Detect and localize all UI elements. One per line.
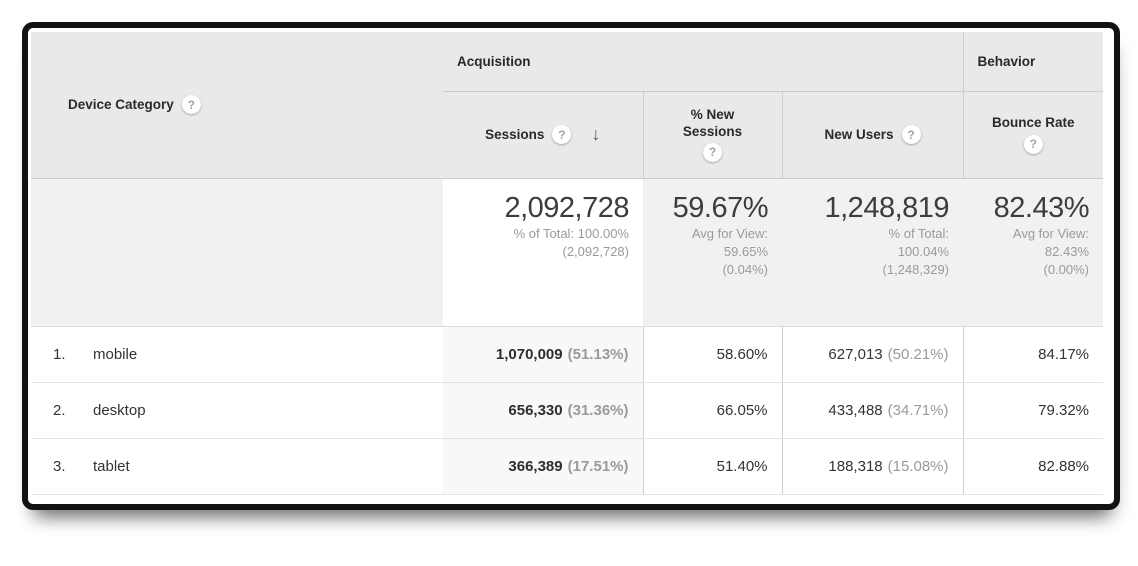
summary-new-sessions-cell: 59.67% Avg for View: 59.65% (0.04%) [643,178,782,327]
analytics-device-table: Device Category ? Acquisition Behavior S… [31,32,1104,495]
table-row-desktop: 2. desktop 656,330 (31.36%) 66.05% 433,488… [31,382,1104,439]
summary-new-users-subtext: % of Total: 100.04% (1,248,329) [882,225,950,277]
summary-new-users-value: 1,248,819 [824,191,950,224]
new-users-column-header[interactable]: New Users ? [781,91,964,179]
device-name-cell: 2. desktop [31,382,443,439]
device-name: tablet [93,457,130,475]
device-category-label: Device Category [68,97,174,113]
acquisition-group-header: Acquisition [443,32,964,92]
summary-new-users-cell: 1,248,819 % of Total: 100.04% (1,248,329… [782,178,964,327]
summary-bounce-rate-subtext: Avg for View: 82.43% (0.00%) [1012,225,1090,277]
new-users-help-icon[interactable]: ? [901,125,921,144]
sort-descending-icon: ↓ [591,124,601,144]
new-sessions-cell: 58.60% [642,326,782,383]
bounce-rate-column-header[interactable]: Bounce Rate ? [962,91,1104,179]
sessions-cell: 366,389 (17.51%) [443,438,643,495]
new-sessions-cell: 51.40% [642,438,782,495]
device-name-cell: 1. mobile [31,326,443,383]
bounce-rate-cell: 79.32% [962,382,1104,439]
percent-new-sessions-label-line1: % New [690,106,735,122]
behavior-label: Behavior [977,53,1036,69]
sessions-column-header[interactable]: Sessions ? ↓ [443,91,643,179]
summary-device-cell [31,178,443,327]
behavior-group-header: Behavior [962,32,1104,92]
bounce-rate-help-icon[interactable]: ? [1023,134,1043,154]
percent-new-sessions-column-header[interactable]: % New Sessions ? [642,91,782,179]
new-users-cell: 433,488 (34.71%) [781,382,964,439]
summary-bounce-rate-cell: 82.43% Avg for View: 82.43% (0.00%) [963,178,1104,327]
summary-bounce-rate-value: 82.43% [993,191,1090,224]
screenshot-frame: Device Category ? Acquisition Behavior S… [22,22,1120,510]
device-category-help-icon[interactable]: ? [181,95,201,115]
percent-new-sessions-help-icon[interactable]: ? [703,143,722,163]
row-index: 2. [53,401,66,419]
metric-header-row: Sessions ? ↓ % New Sessions ? [31,91,1104,179]
sessions-cell: 656,330 (31.36%) [443,382,643,439]
bounce-rate-cell: 84.17% [962,326,1104,383]
summary-new-sessions-value: 59.67% [672,191,769,224]
table-row-mobile: 1. mobile 1,070,009 (51.13%) 58.60% 627,01… [31,326,1104,383]
sessions-cell: 1,070,009 (51.13%) [443,326,643,383]
new-users-cell: 188,318 (15.08%) [781,438,964,495]
row-index: 3. [53,457,66,475]
summary-row: 2,092,728 % of Total: 100.00% (2,092,728… [31,178,1104,327]
device-name: mobile [93,345,138,363]
bounce-rate-cell: 82.88% [962,438,1104,495]
sessions-help-icon[interactable]: ? [552,125,572,144]
percent-new-sessions-label-line2: Sessions [682,123,743,139]
row-index: 1. [53,345,66,363]
sessions-label: Sessions [485,127,545,142]
summary-sessions-value: 2,092,728 [504,191,629,224]
new-users-label: New Users [824,127,894,142]
table-row-tablet: 3. tablet 366,389 (17.51%) 51.40% 188,318(… [31,438,1104,495]
summary-sessions-subtext: % of Total: 100.00% (2,092,728) [513,225,629,259]
summary-new-sessions-subtext: Avg for View: 59.65% (0.04%) [691,225,768,277]
new-sessions-cell: 66.05% [642,382,782,439]
summary-sessions-cell: 2,092,728 % of Total: 100.00% (2,092,728… [443,178,643,327]
device-name: desktop [93,401,146,419]
device-category-column-header[interactable]: Device Category ? [31,32,443,179]
device-name-cell: 3. tablet [31,438,443,495]
bounce-rate-label: Bounce Rate [992,115,1075,131]
acquisition-label: Acquisition [457,53,531,69]
new-users-cell: 627,013 (50.21%) [781,326,964,383]
group-header-row: Device Category ? Acquisition Behavior [31,32,1104,179]
